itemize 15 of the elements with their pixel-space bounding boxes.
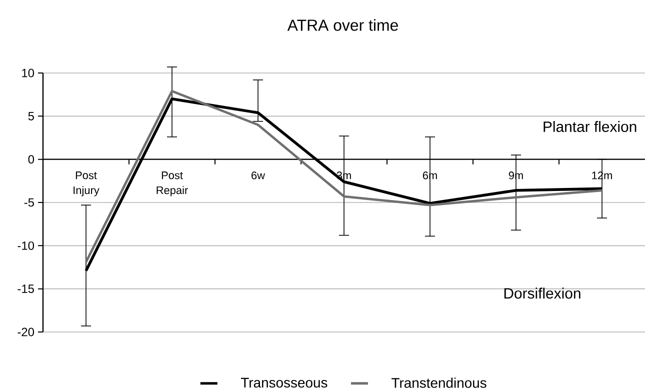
legend-label: Transtendinous	[392, 378, 486, 388]
y-tick-label: 0	[28, 155, 34, 164]
legend-label: Transosseous	[240, 378, 328, 388]
x-tick-label: Post Injury	[74, 172, 100, 196]
y-tick-label: -20	[18, 328, 34, 336]
y-tick-label: -15	[18, 284, 34, 293]
x-tick-label: 6w	[252, 172, 266, 180]
y-tick-label: 10	[22, 68, 34, 78]
x-tick-label: Post Repair	[156, 172, 188, 196]
annotation: Plantar flexion	[544, 121, 636, 132]
y-tick-label: -10	[18, 241, 34, 250]
chart-title: ATRA over time	[287, 19, 398, 31]
annotation: Dorsiflexion	[504, 288, 580, 299]
y-tick-label: -5	[24, 198, 34, 207]
y-tick-label: 5	[28, 112, 34, 120]
